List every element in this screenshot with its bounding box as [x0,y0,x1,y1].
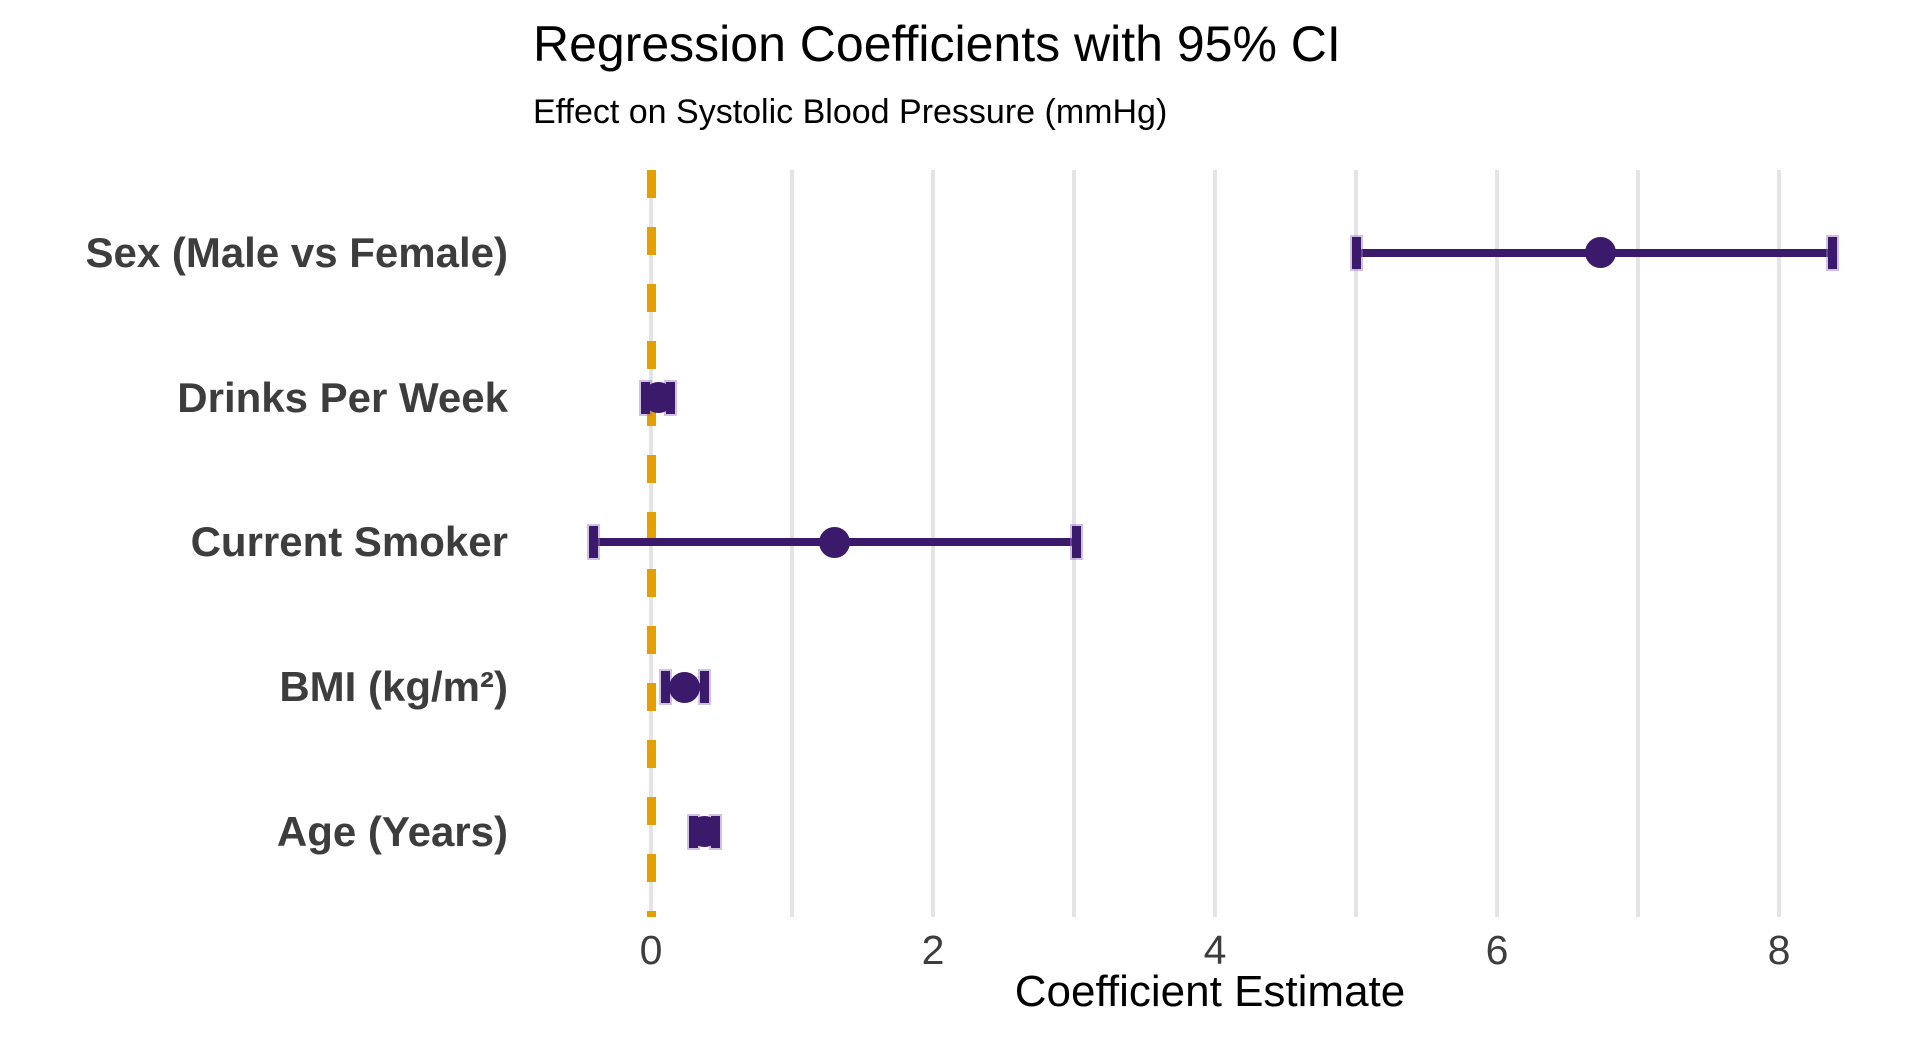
gridline-x-7 [1636,170,1640,917]
x-tick-label-2: 2 [921,927,945,973]
ci-cap-high [1828,236,1838,269]
x-tick-label-6: 6 [1485,927,1509,973]
x-tick-label-0: 0 [639,927,663,973]
estimate-point [642,382,674,414]
x-axis-title: Coefficient Estimate [1014,967,1406,1016]
category-label: Sex (Male vs Female) [85,228,508,276]
category-label: BMI (kg/m²) [279,663,508,711]
category-label: Current Smoker [190,518,508,566]
chart-subtitle: Effect on Systolic Blood Pressure (mmHg) [533,93,1168,131]
chart-title: Regression Coefficients with 95% CI [533,16,1341,72]
gridline-x-4 [1213,170,1217,917]
ci-cap-high [700,671,710,704]
gridline-x-8 [1777,170,1781,917]
x-tick-label-4: 4 [1203,927,1227,973]
estimate-point [818,526,850,558]
estimate-point [689,816,721,848]
gridline-x-5 [1354,170,1358,917]
estimate-point [669,671,701,703]
ci-cap-low [660,671,670,704]
category-label: Drinks Per Week [177,373,508,421]
plot-panel [540,170,1880,917]
category-label: Age (Years) [276,807,508,855]
gridline-x-6 [1495,170,1499,917]
x-tick-label-8: 8 [1767,927,1791,973]
ci-cap-low [588,526,598,559]
estimate-point [1584,237,1616,269]
ci-cap-low [1351,236,1361,269]
ci-cap-high [1072,526,1082,559]
